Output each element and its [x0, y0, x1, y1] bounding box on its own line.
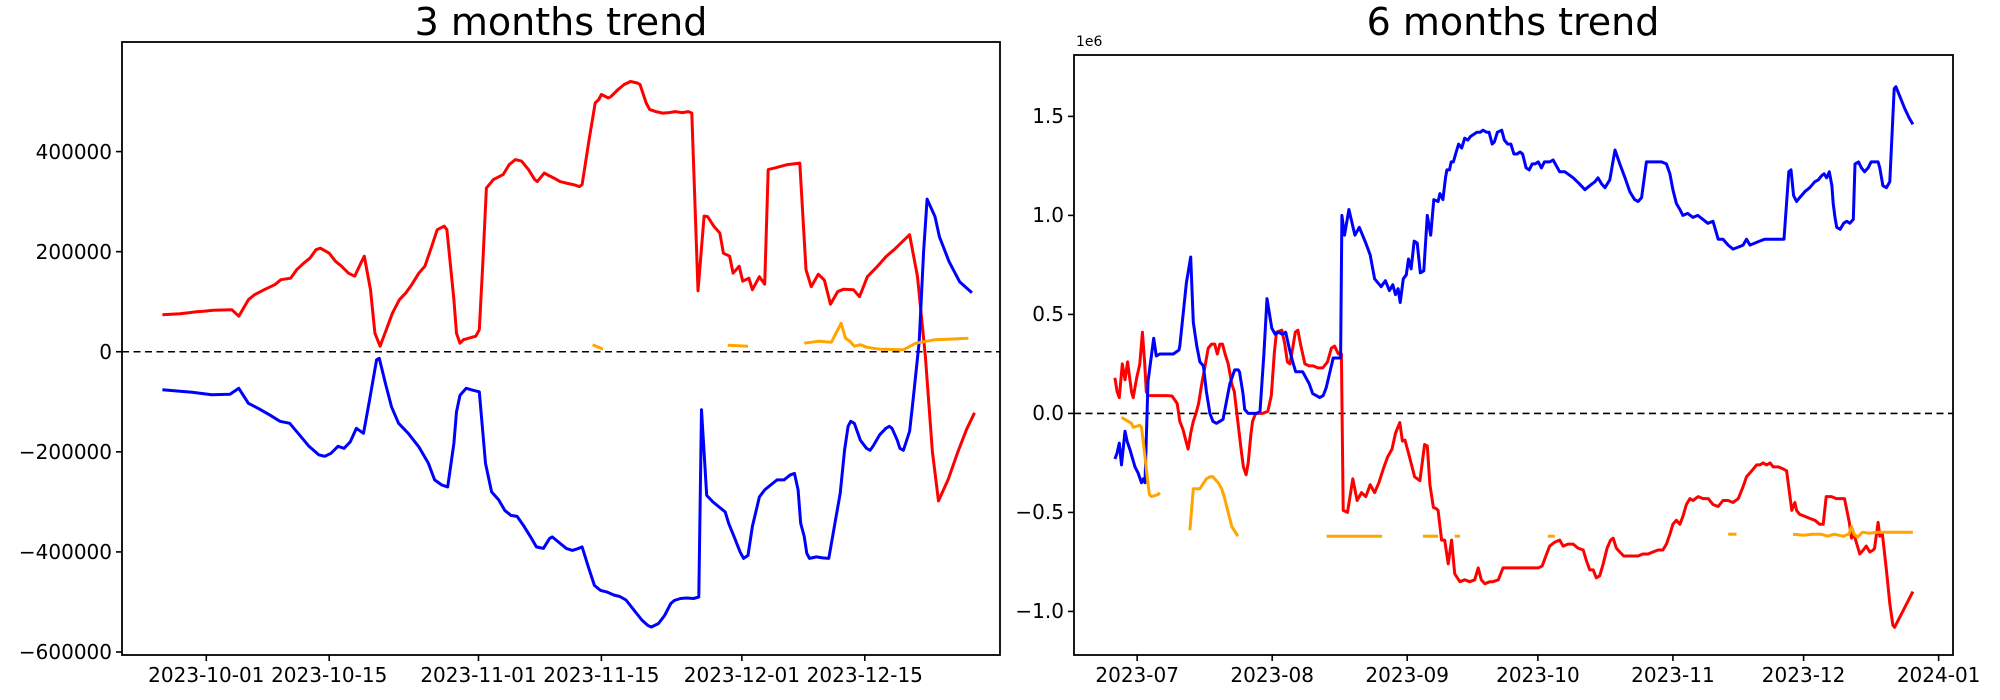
positive-flow-line [162, 80, 976, 503]
x-tick-label: 2023-10-15 [271, 663, 388, 687]
chart-title: 6 months trend [1366, 0, 1660, 44]
y-tick-label: −1.0 [1015, 599, 1064, 624]
y-tick-label: 400000 [35, 139, 112, 164]
net-flow-line [804, 321, 969, 352]
y-tick-label: −0.5 [1015, 500, 1064, 525]
net-flow-line [1792, 524, 1913, 539]
y-tick-label: 1.5 [1032, 104, 1064, 129]
negative-flow-line [1113, 328, 1915, 629]
x-tick-label: 2024-01 [1896, 663, 1981, 687]
chart-title: 3 months trend [414, 0, 708, 44]
y-tick-label: 0.5 [1032, 302, 1064, 327]
net-flow-line [1120, 416, 1161, 499]
negative-flow-line [162, 197, 973, 629]
y-tick-label: 1.0 [1032, 203, 1064, 228]
net-flow-line [727, 343, 749, 348]
net-flow-line [591, 343, 604, 351]
x-tick-label: 2023-10-01 [148, 663, 265, 687]
x-tick-label: 2023-09 [1365, 663, 1449, 687]
x-tick-label: 2023-12-15 [806, 663, 923, 687]
x-tick-label: 2023-08 [1230, 663, 1314, 687]
x-tick-label: 2023-12 [1761, 663, 1846, 687]
x-tick-label: 2023-11-01 [420, 663, 537, 687]
y-tick-label: 0.0 [1032, 401, 1064, 426]
axes-frame [1073, 54, 1954, 656]
y-axis-offset-label: 1e6 [1076, 34, 1103, 50]
x-tick-label: 2023-11-15 [543, 663, 660, 687]
net-flow-line [1188, 475, 1240, 537]
y-tick-label: 0 [99, 339, 112, 364]
x-tick-label: 2023-12-01 [683, 663, 800, 687]
axes-frame [121, 41, 1001, 656]
positive-flow-line [1113, 85, 1915, 485]
x-tick-label: 2023-07 [1095, 663, 1179, 687]
y-tick-label: −400000 [18, 539, 112, 564]
x-tick-label: 2023-10 [1496, 663, 1580, 687]
y-tick-label: 200000 [35, 239, 112, 264]
y-tick-label: −200000 [18, 439, 112, 464]
y-tick-label: −600000 [18, 639, 112, 664]
x-tick-label: 2023-11 [1631, 663, 1715, 687]
